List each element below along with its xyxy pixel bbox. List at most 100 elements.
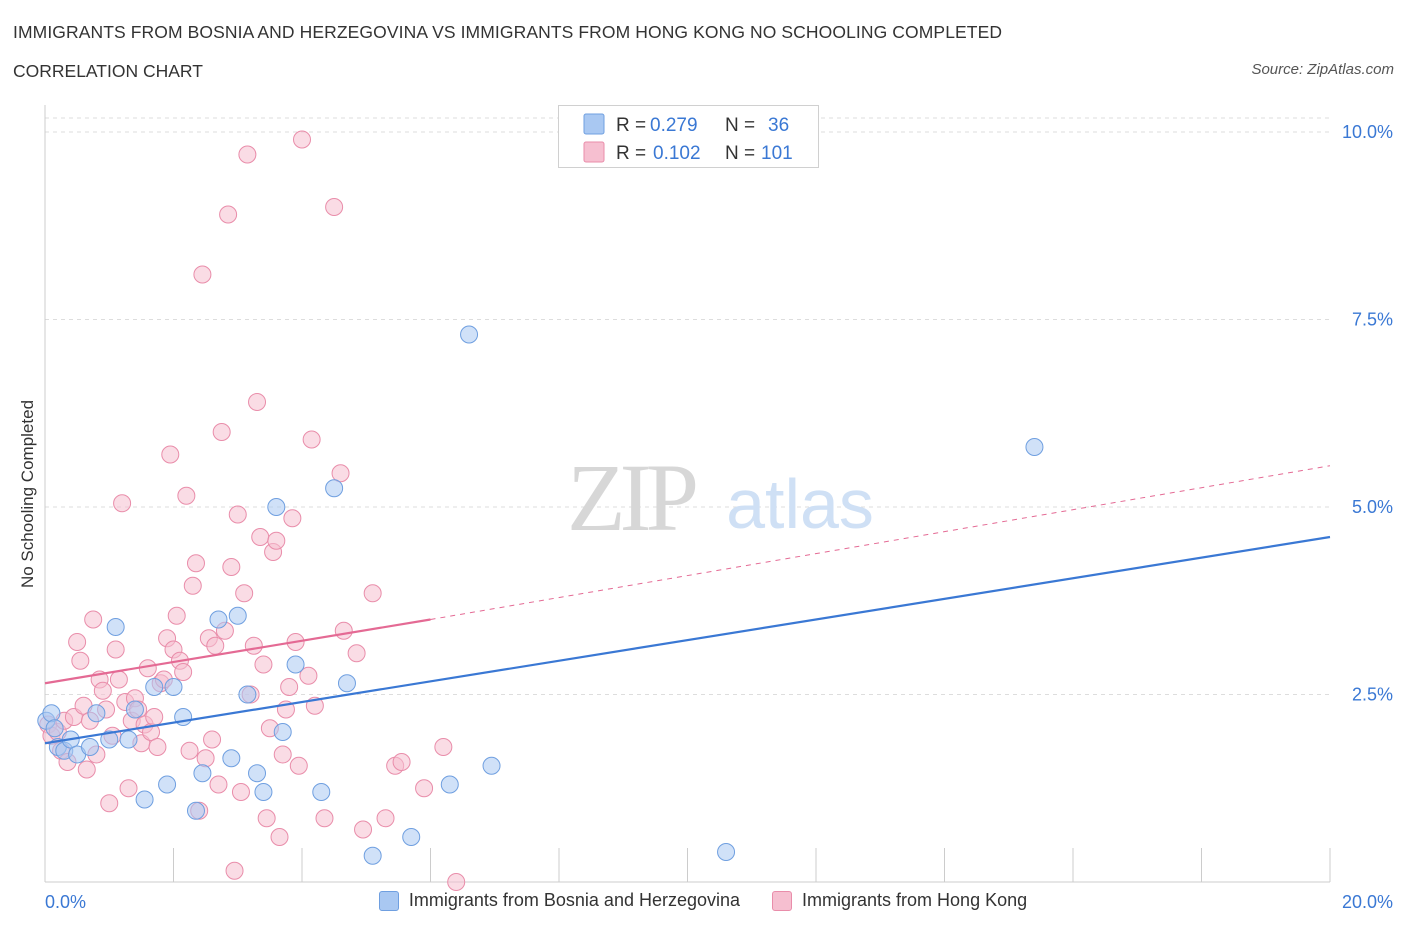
data-point-hong-kong [289,756,308,775]
data-point-hong-kong [109,670,128,689]
data-point-hong-kong [228,505,247,524]
data-point-hong-kong [244,636,263,655]
data-point-bosnia [248,764,267,783]
data-point-bosnia [717,843,736,861]
y-tick-label: 2.5% [1352,685,1393,705]
data-point-hong-kong [113,494,132,513]
trend-line-hong-kong [44,618,431,685]
data-point-hong-kong [235,584,254,603]
legend-label-hong-kong: Immigrants from Hong Kong [802,890,1028,910]
legend-swatch-pink [583,141,605,163]
data-point-hong-kong [119,779,138,798]
data-point-bosnia [1025,438,1044,456]
data-point-hong-kong [392,753,411,771]
series-legend: Immigrants from Bosnia and Herzegovina I… [0,890,1406,911]
data-point-hong-kong [334,621,353,640]
y-tick-label: 7.5% [1352,310,1393,330]
points-layer [37,130,1044,891]
data-point-hong-kong [148,738,167,756]
data-point-bosnia [286,655,305,674]
axis-layer: 2.5% 5.0% 7.5% 10.0% 0.0% 20.0% [44,105,1393,912]
data-point-hong-kong [267,531,286,550]
data-point-bosnia [254,783,273,801]
data-point-bosnia [440,775,459,794]
data-point-hong-kong [283,509,302,528]
data-point-hong-kong [177,486,196,505]
data-point-hong-kong [84,610,103,629]
legend-item-bosnia: Immigrants from Bosnia and Herzegovina [378,890,741,911]
legend-r-label-blue: R = [616,115,646,136]
legend-item-hong-kong: Immigrants from Hong Kong [772,890,1027,911]
data-point-hong-kong [193,265,212,284]
data-point-bosnia [186,801,205,820]
data-point-hong-kong [299,666,318,685]
data-point-hong-kong [238,145,257,164]
legend-label-bosnia: Immigrants from Bosnia and Herzegovina [408,890,741,910]
data-point-bosnia [145,678,164,696]
data-point-bosnia [100,730,119,749]
source-credit: Source: ZipAtlas.com [1251,61,1394,78]
data-point-bosnia [460,325,479,344]
data-point-hong-kong [251,528,270,546]
data-point-bosnia [158,775,177,794]
data-point-hong-kong [293,130,311,149]
data-point-bosnia [193,764,212,783]
data-point-bosnia [222,749,241,768]
data-point-hong-kong [257,809,276,828]
data-point-hong-kong [225,861,244,880]
legend-n-value-blue: 36 [768,115,789,136]
data-point-hong-kong [447,873,466,891]
data-point-hong-kong [196,749,215,768]
legend-n-label-blue: N = [725,115,755,136]
data-point-hong-kong [219,205,238,224]
data-point-hong-kong [347,644,366,663]
data-point-hong-kong [415,779,434,798]
data-point-hong-kong [302,430,321,449]
legend-swatch-bosnia [378,890,399,911]
watermark-zip: ZIP [567,444,696,551]
data-point-hong-kong [363,584,382,603]
data-point-bosnia [119,730,138,749]
data-point-hong-kong [203,730,222,749]
legend-n-value-pink: 101 [761,143,793,164]
data-point-hong-kong [77,760,96,779]
data-point-bosnia [402,828,421,846]
data-point-hong-kong [212,423,231,441]
legend-n-label-pink: N = [725,143,755,164]
legend-r-value-blue: 0.279 [650,115,698,136]
data-point-bosnia [325,479,344,498]
data-point-bosnia [80,738,99,756]
data-point-hong-kong [71,651,90,670]
x-tick-label: 0.0% [45,892,86,912]
data-point-hong-kong [68,633,87,651]
chart-subtitle: CORRELATION CHART [13,61,203,81]
y-tick-label: 10.0% [1342,122,1393,142]
trend-line-hong-kong-extension [430,465,1331,620]
data-point-bosnia [228,606,247,625]
data-point-bosnia [482,756,501,775]
data-point-hong-kong [254,655,273,674]
data-point-bosnia [125,700,144,719]
x-tick-label: 20.0% [1342,892,1393,912]
data-point-hong-kong [273,745,292,764]
data-point-hong-kong [183,576,202,595]
data-point-bosnia [135,790,154,809]
data-point-hong-kong [331,464,350,483]
data-point-hong-kong [209,775,228,794]
watermark-atlas: atlas [726,465,874,543]
data-point-hong-kong [206,636,225,655]
data-point-bosnia [209,610,228,629]
data-point-hong-kong [93,681,112,700]
data-point-hong-kong [167,606,186,625]
data-point-hong-kong [100,794,119,813]
data-point-hong-kong [376,809,395,828]
stats-legend: R = 0.279 N = 36 R = 0.102 N = 101 [558,105,819,168]
data-point-hong-kong [180,741,199,760]
data-point-bosnia [164,678,183,696]
data-point-bosnia [42,704,61,723]
data-point-hong-kong [280,678,299,696]
data-point-bosnia [87,704,106,723]
legend-swatch-blue [583,113,605,135]
data-point-bosnia [363,846,382,865]
data-point-bosnia [238,685,257,704]
